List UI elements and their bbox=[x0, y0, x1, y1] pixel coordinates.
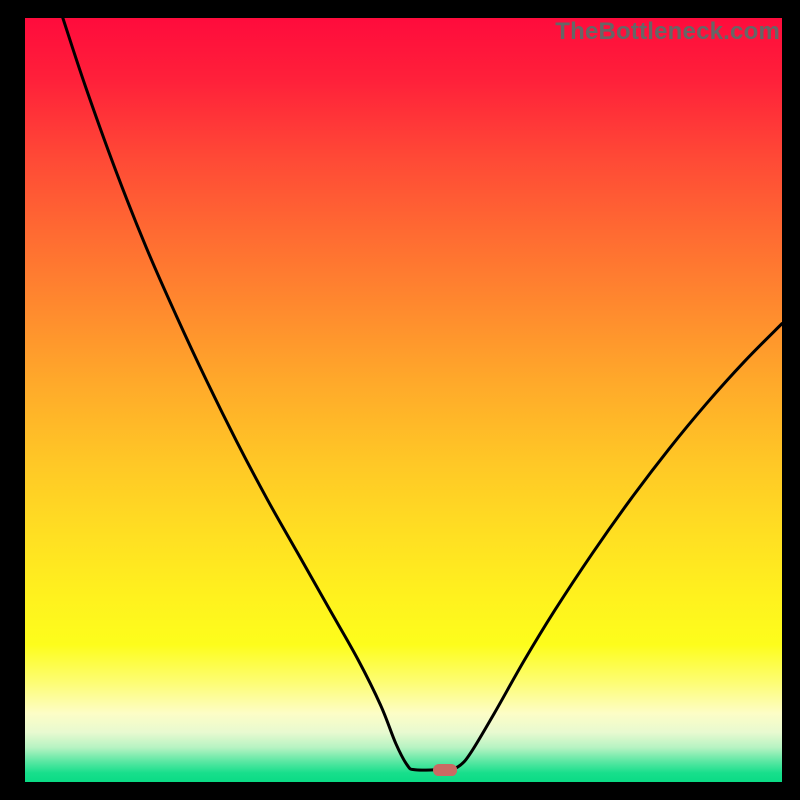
frame-right bbox=[782, 0, 800, 800]
bottleneck-chart: TheBottleneck.com bbox=[0, 0, 800, 800]
frame-bottom bbox=[0, 782, 800, 800]
frame-left bbox=[0, 0, 25, 800]
frame-top bbox=[0, 0, 800, 18]
plot-area bbox=[25, 18, 782, 782]
gradient-background bbox=[25, 18, 782, 782]
